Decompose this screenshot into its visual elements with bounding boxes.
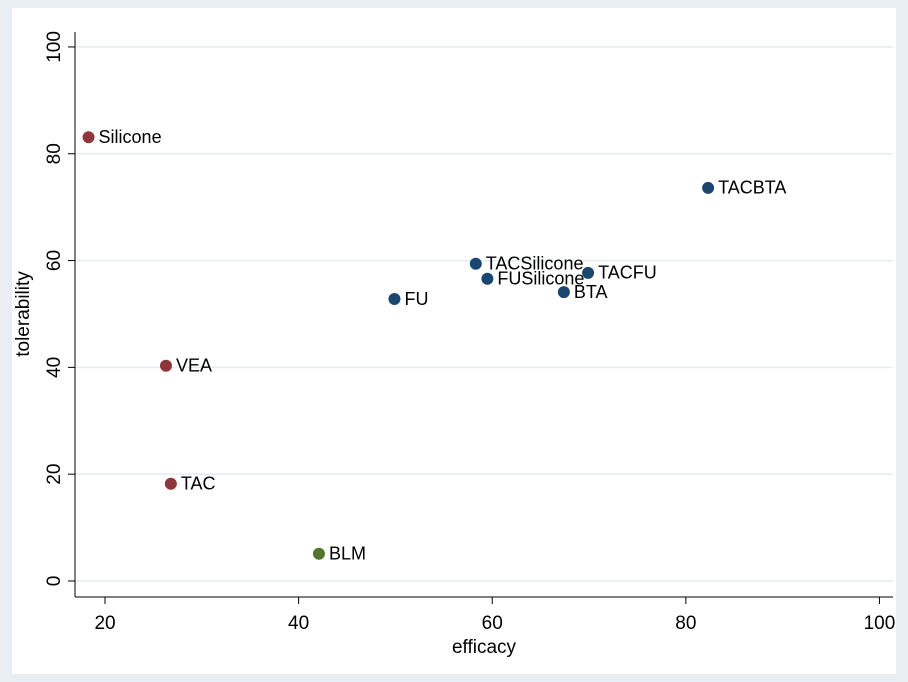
y-tick-label: 100 [44, 31, 65, 63]
point [82, 131, 95, 144]
x-tick-label: 20 [94, 613, 115, 634]
y-axis-title: tolerability [13, 271, 34, 357]
x-tick-label: 60 [482, 613, 503, 634]
point [702, 181, 715, 194]
point [159, 359, 172, 372]
y-tick-label: 60 [44, 250, 65, 271]
x-axis-title: efficacy [452, 637, 517, 658]
y-tick-label: 40 [44, 357, 65, 378]
point [557, 286, 570, 299]
point-label: TAC [181, 474, 216, 494]
point [312, 547, 325, 560]
point-label: TACBTA [718, 178, 786, 198]
y-tick-label: 20 [44, 464, 65, 485]
point-label: FUSilicone [497, 268, 584, 288]
graph-region [12, 8, 896, 674]
point [481, 272, 494, 285]
y-tick-label: 80 [44, 143, 65, 164]
point [582, 266, 595, 279]
point-label: TACSilicone [486, 254, 584, 274]
point-label: BTA [574, 282, 608, 302]
y-tick-label: 0 [44, 576, 65, 587]
point-label: Silicone [99, 127, 162, 147]
point-label: TACFU [598, 263, 657, 283]
x-tick-label: 100 [864, 613, 896, 634]
point [388, 293, 401, 306]
point [164, 477, 177, 490]
point-label: FU [404, 289, 428, 309]
point-label: VEA [176, 356, 212, 376]
point-label: BLM [329, 543, 366, 563]
x-tick-label: 80 [675, 613, 696, 634]
point [469, 257, 482, 270]
x-tick-label: 40 [288, 613, 309, 634]
